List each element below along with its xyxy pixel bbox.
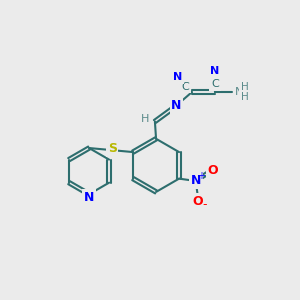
Text: N: N — [190, 175, 201, 188]
Text: S: S — [108, 142, 117, 155]
Text: H: H — [241, 92, 249, 102]
Text: H: H — [141, 114, 149, 124]
Text: C: C — [211, 79, 219, 89]
Text: +: + — [197, 171, 205, 181]
Text: N: N — [173, 72, 182, 82]
Text: N: N — [171, 99, 182, 112]
Text: O: O — [207, 164, 218, 177]
Text: N: N — [210, 66, 220, 76]
Text: -: - — [202, 198, 207, 211]
Text: N: N — [84, 190, 94, 203]
Text: H: H — [241, 82, 249, 92]
Text: O: O — [193, 194, 203, 208]
Text: C: C — [181, 82, 189, 92]
Text: N: N — [235, 87, 243, 97]
